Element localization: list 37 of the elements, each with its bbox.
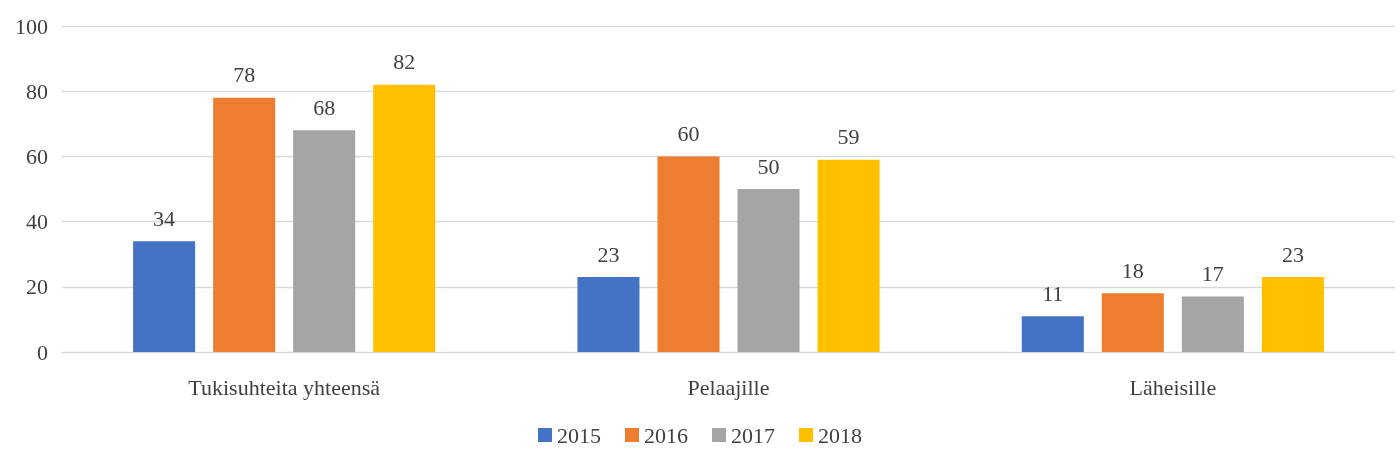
y-tick-label: 60 [26, 143, 48, 169]
bar [373, 84, 436, 352]
bar [817, 159, 880, 352]
data-label: 50 [757, 153, 780, 179]
bar [577, 277, 640, 352]
data-label: 78 [233, 62, 256, 88]
legend-label: 2018 [818, 422, 862, 448]
y-tick-label: 100 [15, 13, 48, 39]
data-label: 23 [597, 241, 620, 267]
bar [293, 130, 356, 352]
data-label: 11 [1042, 280, 1064, 306]
data-label: 59 [837, 124, 860, 150]
legend-label: 2017 [731, 422, 775, 448]
bar [737, 189, 800, 352]
bar [213, 97, 276, 352]
bar [1261, 277, 1324, 352]
x-tick-label: Tukisuhteita yhteensä [188, 374, 381, 400]
x-tick-label: Läheisille [1129, 374, 1217, 400]
bar [1101, 293, 1164, 352]
bar [1181, 296, 1244, 352]
y-tick-label: 40 [26, 209, 48, 235]
bar [133, 241, 196, 352]
data-label: 60 [677, 120, 700, 146]
y-tick-label: 0 [37, 339, 48, 365]
data-label: 34 [153, 205, 176, 231]
legend-label: 2015 [557, 422, 601, 448]
legend-label: 2016 [644, 422, 688, 448]
data-label: 82 [393, 49, 416, 75]
x-tick-label: Pelaajille [687, 374, 770, 400]
y-tick-label: 20 [26, 274, 48, 300]
data-label: 18 [1121, 257, 1144, 283]
y-tick-label: 80 [26, 78, 48, 104]
data-label: 68 [313, 94, 336, 120]
data-label: 23 [1281, 241, 1304, 267]
bar [657, 156, 720, 352]
data-label: 17 [1201, 261, 1224, 287]
bar [1021, 316, 1084, 352]
